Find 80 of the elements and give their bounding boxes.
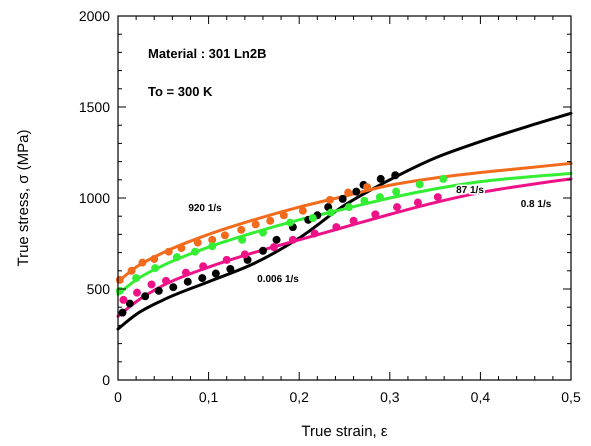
point [119, 296, 128, 304]
point [391, 171, 400, 180]
point [126, 300, 134, 308]
point [376, 174, 385, 183]
point [344, 188, 352, 197]
point [220, 231, 229, 240]
point [148, 280, 156, 288]
line-series [116, 177, 572, 318]
point [392, 188, 400, 196]
point [154, 286, 163, 295]
x-tick-label: 0,5 [561, 389, 581, 405]
point [118, 308, 127, 317]
point [240, 250, 249, 258]
line-series [116, 172, 572, 296]
y-tick-label: 2000 [78, 8, 110, 24]
point [272, 236, 281, 244]
point [434, 193, 442, 202]
point [439, 174, 448, 183]
point [308, 214, 317, 222]
annotation: 0.8 1/s [520, 199, 552, 210]
annotation: Material : 301 Ln2B [148, 46, 266, 61]
point [237, 226, 246, 234]
point [270, 243, 278, 252]
point [150, 254, 158, 263]
point [141, 292, 150, 300]
point [326, 208, 335, 217]
point [184, 278, 192, 286]
point [352, 188, 360, 196]
point [182, 268, 190, 277]
annotation: 920 1/s [188, 203, 222, 214]
x-tick-label: 0,1 [198, 389, 219, 405]
point [208, 242, 216, 250]
point [164, 248, 173, 256]
point [238, 236, 246, 244]
point [326, 196, 334, 204]
point [298, 206, 307, 215]
x-tick-label: 0 [114, 389, 122, 405]
point [199, 262, 208, 270]
point [310, 230, 319, 238]
point [151, 264, 160, 272]
point [258, 228, 267, 237]
annotation: To = 300 K [148, 84, 214, 99]
y-tick-label: 1500 [78, 99, 110, 115]
point [191, 248, 199, 256]
point [286, 218, 294, 227]
point [222, 256, 231, 264]
point [133, 288, 142, 297]
point [371, 210, 380, 218]
y-tick-label: 0 [102, 372, 110, 388]
point [172, 253, 181, 262]
point [280, 211, 288, 220]
point [226, 265, 234, 273]
point [128, 266, 136, 275]
point [266, 216, 274, 225]
y-axis-title: True stress, σ (MPa) [15, 129, 32, 267]
point [212, 270, 220, 278]
point [138, 258, 146, 267]
point [345, 203, 354, 212]
point [338, 194, 347, 203]
point [258, 246, 267, 255]
point [393, 203, 402, 212]
point [198, 274, 206, 282]
point [177, 244, 186, 252]
x-tick-label: 0,4 [470, 389, 490, 405]
point [332, 223, 340, 232]
point [162, 276, 170, 285]
x-tick-label: 0,2 [289, 389, 310, 405]
point [416, 180, 424, 188]
point [350, 216, 358, 225]
y-tick-label: 500 [86, 281, 110, 297]
x-axis-title: True strain, ε [301, 423, 388, 440]
point [169, 283, 178, 292]
point [132, 274, 140, 282]
point [194, 238, 202, 247]
annotation: 0.006 1/s [257, 274, 300, 285]
point [252, 220, 260, 228]
y-tick-label: 1000 [78, 190, 110, 206]
x-tick-label: 0,3 [380, 389, 400, 405]
point [414, 198, 422, 207]
point [288, 236, 297, 244]
